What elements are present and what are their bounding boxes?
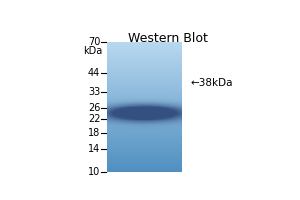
- Text: 26: 26: [88, 103, 100, 113]
- Text: Western Blot: Western Blot: [128, 32, 208, 45]
- Text: 10: 10: [88, 167, 100, 177]
- Text: kDa: kDa: [83, 46, 103, 56]
- Text: 22: 22: [88, 114, 100, 124]
- Text: ←38kDa: ←38kDa: [191, 78, 233, 88]
- Text: 14: 14: [88, 144, 100, 154]
- Text: 44: 44: [88, 68, 100, 78]
- Text: 70: 70: [88, 37, 100, 47]
- Text: 18: 18: [88, 128, 100, 138]
- Text: 33: 33: [88, 87, 100, 97]
